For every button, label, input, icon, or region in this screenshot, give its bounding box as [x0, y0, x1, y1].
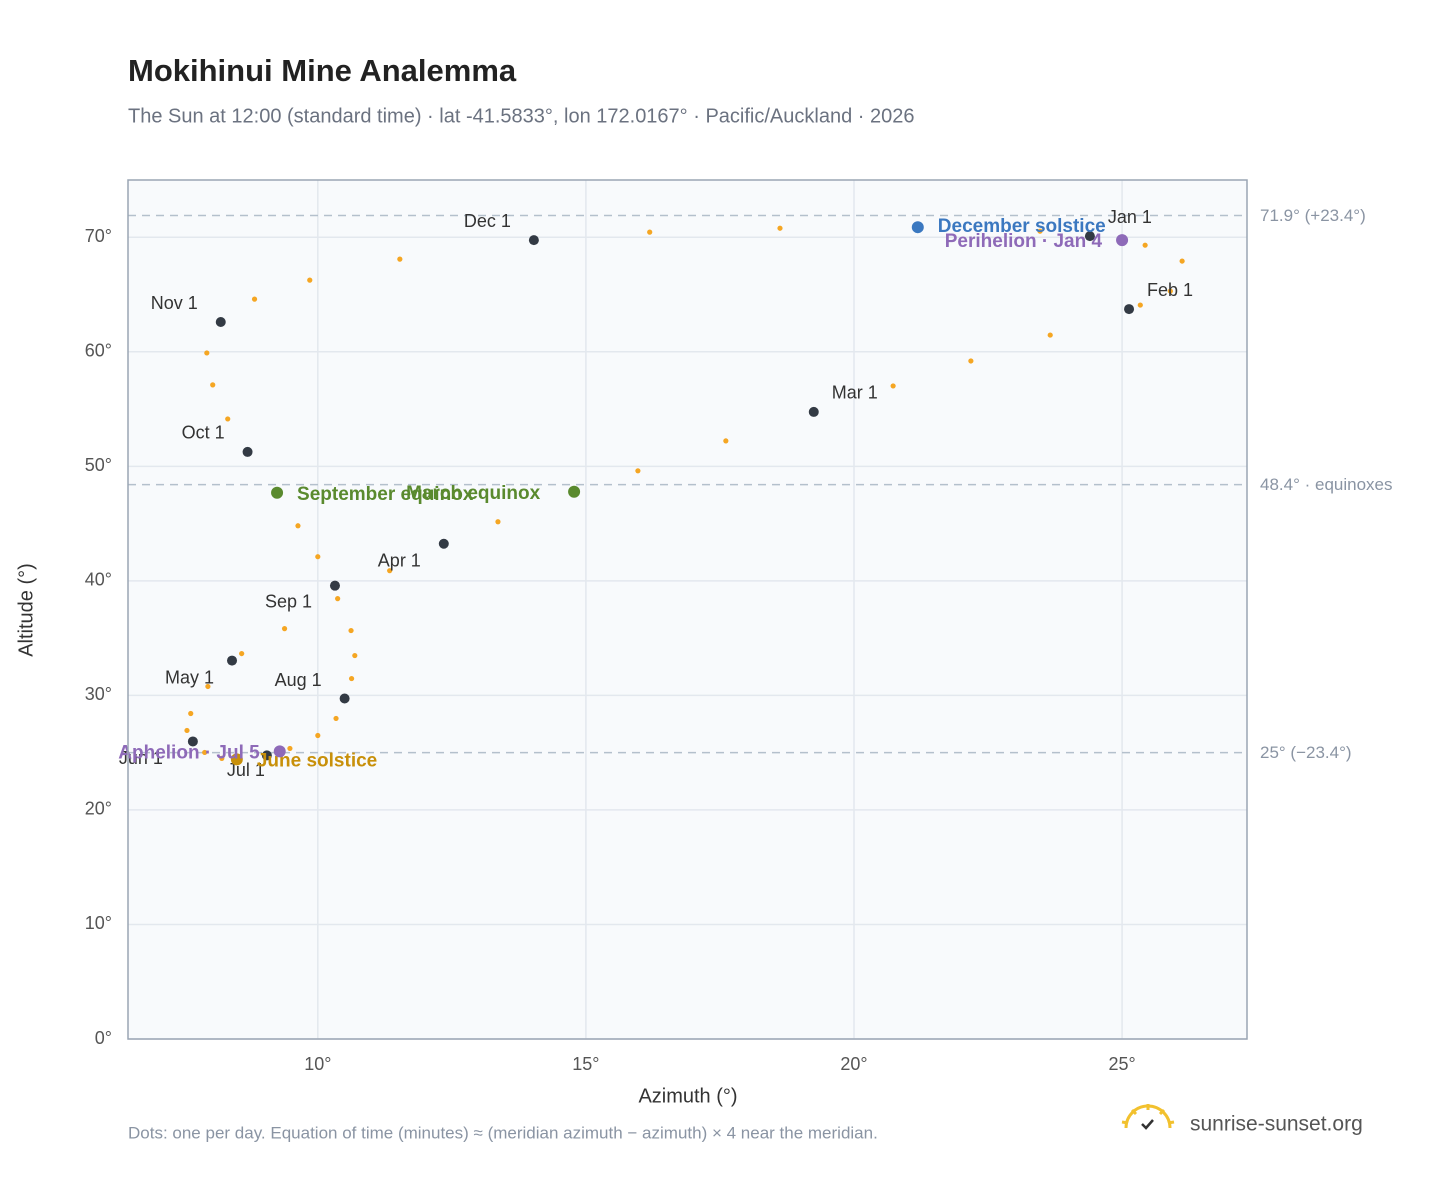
day-dot	[968, 358, 974, 364]
day-dot	[348, 627, 354, 634]
day-dot	[188, 710, 194, 717]
day-dot	[1179, 258, 1185, 264]
day-dot	[777, 225, 783, 231]
x-tick-label: 10°	[304, 1054, 331, 1074]
event-label: June solstice	[257, 750, 377, 771]
event-marker	[1116, 234, 1129, 247]
chart-title: Mokihinui Mine Analemma	[128, 53, 517, 88]
day-dot	[251, 296, 258, 302]
month-marker	[329, 580, 340, 591]
day-dot	[204, 350, 210, 356]
brand-logo	[1121, 1104, 1175, 1130]
month-label: Oct 1	[182, 423, 225, 443]
event-marker	[911, 221, 924, 234]
month-label: May 1	[165, 667, 214, 687]
event-label: March equinox	[406, 483, 541, 504]
day-dot	[890, 383, 896, 389]
month-marker	[438, 538, 449, 549]
month-label: Feb 1	[1147, 280, 1193, 300]
day-dot	[335, 596, 341, 602]
month-marker	[187, 736, 198, 747]
month-label: Mar 1	[832, 383, 878, 403]
day-dot	[315, 732, 321, 739]
day-dot	[295, 523, 301, 529]
month-marker	[339, 693, 350, 704]
reference-label: 25° (−23.4°)	[1260, 743, 1352, 762]
day-dot	[239, 650, 245, 657]
day-dot	[333, 715, 339, 722]
month-label: Jan 1	[1108, 207, 1152, 227]
y-tick-label: 50°	[85, 455, 112, 475]
month-marker	[808, 406, 819, 417]
event-marker	[271, 486, 284, 499]
day-dot	[348, 675, 355, 682]
month-marker	[215, 317, 226, 328]
month-label: Aug 1	[275, 670, 322, 690]
day-dot	[219, 755, 225, 761]
plot-area	[128, 180, 1247, 1039]
day-dot	[202, 749, 208, 756]
day-dot	[397, 256, 403, 262]
event-marker	[230, 753, 243, 766]
x-tick-label: 15°	[572, 1054, 599, 1074]
x-tick-label: 25°	[1108, 1054, 1135, 1074]
y-tick-label: 70°	[85, 226, 112, 246]
x-axis-label: Azimuth (°)	[638, 1085, 737, 1107]
day-dot	[184, 727, 190, 734]
reference-label: 48.4° · equinoxes	[1260, 475, 1393, 494]
day-dot	[723, 438, 729, 444]
day-dot	[225, 416, 231, 422]
y-tick-label: 60°	[85, 341, 112, 361]
month-marker	[242, 446, 253, 457]
month-marker	[1124, 304, 1135, 315]
event-label: Aphelion · Jul 5	[118, 742, 260, 763]
month-label: Dec 1	[464, 211, 511, 231]
day-dot	[307, 277, 313, 283]
month-marker	[528, 235, 539, 246]
brand: sunrise-sunset.org	[1190, 1113, 1363, 1136]
day-dot	[1142, 242, 1148, 248]
event-marker	[568, 485, 581, 498]
chart-subtitle: The Sun at 12:00 (standard time) · lat -…	[128, 105, 914, 127]
month-label: Jun 1	[119, 748, 163, 768]
plot-border	[127, 179, 1248, 1040]
event-marker	[273, 745, 286, 758]
day-dot	[1167, 288, 1173, 294]
x-tick-label: 20°	[840, 1054, 867, 1074]
month-label: Apr 1	[378, 551, 421, 571]
reference-lines	[128, 214, 1247, 754]
day-dot	[1037, 228, 1043, 234]
month-marker	[1084, 231, 1095, 242]
day-dot	[205, 683, 211, 690]
y-tick-label: 30°	[85, 684, 112, 704]
day-dot	[287, 745, 293, 752]
day-dot	[495, 519, 501, 525]
event-label: December solstice	[938, 216, 1106, 237]
day-dot	[635, 468, 641, 474]
reference-label: 71.9° (+23.4°)	[1260, 206, 1366, 225]
month-marker	[227, 655, 238, 666]
day-dot	[387, 568, 393, 574]
grid	[128, 180, 1247, 1040]
y-tick-label: 20°	[85, 799, 112, 819]
y-tick-label: 0°	[95, 1028, 112, 1048]
day-dot	[1137, 302, 1143, 308]
y-tick-label: 10°	[85, 913, 112, 933]
month-label: Sep 1	[265, 591, 312, 611]
day-dot	[647, 229, 653, 235]
month-label: Nov 1	[151, 293, 198, 313]
day-dot	[1047, 332, 1053, 338]
footnote: Dots: one per day. Equation of time (min…	[128, 1123, 878, 1142]
event-label: Perihelion · Jan 4	[945, 231, 1103, 252]
month-marker	[261, 750, 272, 761]
day-dot	[210, 382, 216, 388]
y-tick-label: 40°	[85, 570, 112, 590]
day-dot	[281, 626, 288, 632]
day-dot	[315, 554, 321, 560]
event-label: September equinox	[297, 484, 474, 505]
day-dot	[352, 652, 358, 659]
y-axis-label: Altitude (°)	[15, 563, 37, 657]
